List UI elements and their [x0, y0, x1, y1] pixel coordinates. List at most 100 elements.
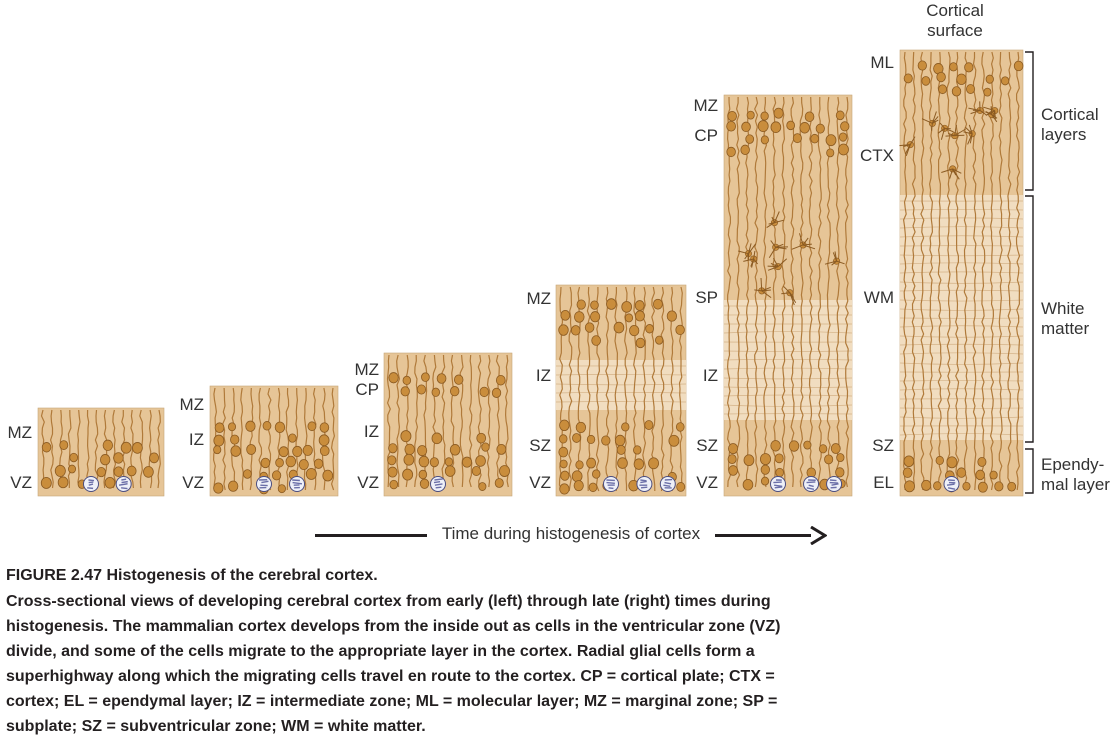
neuron-cell: [770, 121, 782, 134]
neuron-cell: [120, 441, 132, 454]
neuron-cell: [774, 453, 784, 464]
radial-glia-fiber: [660, 286, 665, 492]
dendrite: [969, 133, 973, 144]
time-axis-label: Time during histogenesis of cortex: [441, 524, 701, 543]
label-p5-vz: VZ: [696, 473, 718, 492]
neuron-cell: [388, 372, 399, 384]
radial-glia-fiber: [450, 354, 455, 488]
radial-glia-fiber: [605, 286, 610, 492]
neuron-cell: [966, 84, 976, 95]
dendrite: [899, 144, 911, 147]
neuron-cell: [444, 457, 454, 467]
neuron-cell: [590, 300, 599, 310]
chromosome-mark: [608, 487, 614, 490]
neuron-cell: [132, 442, 143, 454]
neuron-cell: [387, 455, 397, 466]
neuron-cell: [804, 111, 815, 122]
neuron-cell: [743, 454, 755, 467]
radial-glia-fiber: [808, 96, 813, 488]
dendrite: [985, 111, 992, 116]
dendrite: [789, 292, 795, 306]
neuron-cell: [559, 483, 570, 495]
label-ependymal-layer-2: mal layer: [1041, 475, 1110, 494]
dendrite: [952, 168, 957, 176]
dendrite: [772, 258, 779, 267]
neuron-cell: [499, 465, 510, 477]
dendrite: [781, 292, 790, 295]
neuron-cell: [977, 457, 987, 467]
time-axis-line-left: [315, 534, 427, 537]
label-p5-cp: CP: [694, 126, 718, 145]
neuron-cell: [400, 430, 412, 443]
neuron-cell: [617, 457, 628, 469]
label-p2-mz: MZ: [179, 395, 204, 414]
neuron-cell: [277, 484, 286, 494]
chromosome-mark: [121, 487, 128, 490]
bracket-white-matter: [1025, 195, 1034, 443]
neuron-cell: [230, 445, 241, 457]
neuron-cell: [653, 298, 663, 310]
neuron-cell: [278, 446, 289, 458]
radial-glia-fiber: [623, 286, 628, 491]
neuron-cell: [675, 422, 685, 432]
radial-glia-fiber: [77, 409, 81, 489]
dendrite: [761, 286, 771, 292]
time-axis-arrowhead-icon: [810, 526, 827, 545]
dividing-cell: [289, 476, 306, 492]
chromosome-mark: [829, 481, 839, 484]
dendrite: [932, 119, 939, 124]
dendrite: [744, 253, 749, 260]
chromosome-mark: [640, 480, 647, 484]
dendrite: [970, 109, 981, 115]
neuron-cell: [100, 454, 111, 466]
neuron-cell: [728, 443, 739, 455]
dendrite: [983, 106, 995, 112]
neuron-cell: [245, 420, 256, 432]
dendrite: [770, 240, 777, 248]
neuron-cell: [792, 133, 802, 144]
dendrite: [774, 219, 785, 224]
radial-glia-fiber: [386, 354, 391, 488]
caption-body: Cross-sectional views of developing cere…: [6, 593, 781, 735]
chromosome-mark: [773, 481, 782, 484]
chromosome-mark: [121, 478, 127, 481]
dendrite: [909, 136, 916, 145]
neuron-cell: [956, 467, 967, 478]
neuron-cell: [318, 434, 330, 447]
axon-fiber: [899, 262, 1024, 265]
dendrite: [931, 111, 937, 124]
dendrite: [802, 244, 816, 250]
dendrite: [774, 211, 780, 223]
dendrite: [937, 127, 945, 134]
label-white-matter-1: White: [1041, 299, 1085, 318]
neuron-cell: [962, 481, 971, 491]
neuron-cell: [938, 84, 947, 95]
dendrite: [748, 243, 757, 254]
dividing-cell: [770, 476, 786, 492]
dendrite: [952, 168, 962, 174]
radial-glia-fiber: [826, 96, 831, 488]
radial-glia-fiber: [330, 387, 336, 491]
neuron-cell: [956, 73, 967, 85]
neuron-cell: [494, 478, 504, 488]
neuron-cell: [985, 74, 994, 84]
neuron-cell: [799, 122, 810, 134]
radial-glia-fiber: [998, 51, 1003, 491]
neuron-cell: [475, 455, 486, 467]
neuron-cell: [616, 444, 626, 455]
neuron-cell: [454, 374, 464, 385]
neuron-cell: [760, 135, 769, 145]
neuron-cell: [951, 86, 962, 97]
neuron-cell: [402, 375, 412, 386]
neuron-cell: [745, 134, 755, 144]
chromosome-mark: [947, 487, 956, 490]
chromosome-mark: [435, 486, 442, 489]
neuron-cell: [246, 444, 257, 455]
dendrite: [777, 258, 788, 267]
neuron-cell: [417, 445, 428, 457]
radial-glia-fiber: [632, 286, 637, 492]
neuron-cell: [838, 143, 849, 156]
dendrite: [789, 292, 794, 298]
neuron-cell: [830, 443, 841, 454]
radial-glia-fiber: [844, 96, 850, 488]
